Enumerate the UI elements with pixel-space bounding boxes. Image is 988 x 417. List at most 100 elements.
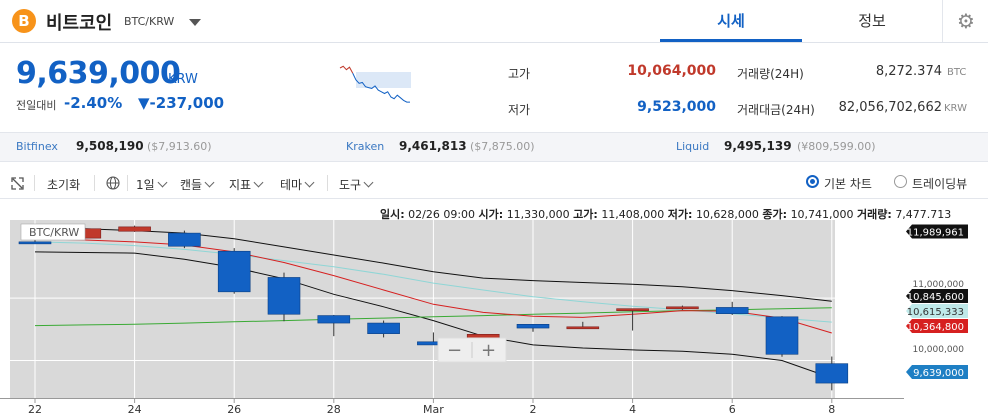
exchange-price-kraken: 9,461,813 — [399, 139, 467, 153]
mini-price-chart — [336, 62, 476, 118]
candle — [815, 356, 849, 391]
amount-unit: KRW — [944, 103, 967, 114]
candle-body — [267, 277, 301, 315]
chevron-down-icon — [204, 177, 215, 188]
chart-grid — [0, 220, 932, 398]
toolbar-separator — [127, 175, 128, 191]
exchange-name-kraken[interactable]: Kraken — [346, 140, 385, 153]
tradingview-radio[interactable] — [894, 175, 907, 188]
indicator-label: 지표 — [229, 178, 252, 192]
price-axis-label: 11,989,961 — [907, 228, 964, 239]
mini-chart-line — [352, 72, 410, 103]
tab-info[interactable]: 정보 — [858, 12, 886, 30]
x-tick-label: Mar — [423, 403, 444, 416]
chevron-down-icon — [253, 177, 264, 188]
chart-toolbar: 초기화 1일 캔들 지표 테마 도구 — [0, 168, 988, 199]
price-axis-background — [904, 220, 988, 417]
current-price: 9,639,000 — [16, 56, 181, 91]
tradingview-label[interactable]: 트레이딩뷰 — [912, 177, 968, 191]
bollinger-upper-line — [34, 225, 832, 302]
candle-body — [616, 308, 649, 311]
candle-dropdown[interactable]: 캔들 — [180, 176, 215, 193]
candle — [317, 314, 351, 337]
close-value: 10,741,000 — [790, 208, 854, 221]
header: B 비트코인 BTC/KRW 시세 정보 ⚙ — [0, 0, 988, 43]
mini-chart-line-start — [339, 65, 354, 74]
price-label-tag — [906, 319, 968, 333]
close-label: 종가: — [762, 208, 788, 221]
time-label: 일시: — [380, 208, 405, 221]
chart-title: BTC/KRW — [29, 226, 79, 239]
x-tick-label: 8 — [828, 403, 835, 416]
candle — [118, 225, 151, 232]
candle — [367, 320, 400, 338]
volume-value: 8,272.374 — [875, 64, 942, 79]
change-label: 전일대비 — [16, 99, 57, 112]
candle — [516, 324, 550, 332]
zoom-controls: − + — [437, 337, 507, 363]
chevron-down-icon — [157, 177, 168, 188]
toolbar-separator — [327, 175, 328, 191]
candle-body — [715, 307, 749, 314]
plot-highlight-area — [10, 220, 835, 398]
volume-unit: BTC — [947, 67, 967, 78]
interval-dropdown[interactable]: 1일 — [136, 176, 168, 193]
coin-name[interactable]: 비트코인 — [46, 13, 113, 34]
x-tick-label: 28 — [327, 403, 341, 416]
candle-body — [18, 241, 52, 245]
volume-label: 거래량(24H) — [737, 67, 804, 81]
basic-chart-radio[interactable] — [806, 175, 819, 188]
gear-icon[interactable]: ⚙ — [942, 0, 988, 42]
price-unit: KRW — [168, 72, 198, 87]
indicator-dropdown[interactable]: 지표 — [229, 176, 264, 193]
theme-label: 테마 — [280, 178, 303, 192]
candle-body — [666, 306, 699, 310]
ohlc-high-label: 고가: — [573, 208, 598, 221]
price-label-tag — [906, 365, 968, 379]
tab-price[interactable]: 시세 — [660, 0, 802, 42]
toolbar-separator — [94, 175, 95, 191]
exchange-ref-kraken: ($7,875.00) — [470, 140, 535, 153]
toolbar-separator — [34, 175, 35, 191]
candle-body — [217, 250, 251, 293]
candle — [765, 316, 799, 357]
x-axis-background — [0, 398, 904, 417]
ohlc-low-value: 10,628,000 — [695, 208, 759, 221]
zoom-in-button[interactable]: + — [481, 340, 496, 361]
tools-label: 도구 — [339, 178, 362, 192]
candlestick-chart[interactable]: BTC/KRW − + 22242628Mar246810 11,989,961… — [0, 220, 988, 417]
candle — [168, 230, 201, 249]
candle — [267, 272, 301, 322]
exchange-name-liquid[interactable]: Liquid — [676, 140, 710, 153]
open-value: 11,330,000 — [506, 208, 570, 221]
amount-value: 82,056,702,662 — [838, 100, 942, 115]
high-value: 10,064,000 — [627, 63, 716, 79]
time-value: 02/26 09:00 — [408, 208, 476, 221]
x-tick-label: 4 — [629, 403, 636, 416]
basic-chart-label[interactable]: 기본 차트 — [824, 177, 872, 191]
price-axis-label: 10,615,333 — [907, 307, 964, 318]
price-axis: 11,989,961 11,000,000 10,845,600 10,615,333… — [904, 220, 988, 417]
ohlc-volume-value: 7,477.713 — [895, 208, 952, 221]
tools-dropdown[interactable]: 도구 — [339, 176, 374, 193]
zoom-out-button[interactable]: − — [447, 340, 462, 361]
globe-icon[interactable] — [106, 176, 120, 190]
candle-body — [118, 226, 151, 232]
expand-icon[interactable] — [11, 177, 24, 190]
ohlc-high-value: 11,408,000 — [601, 208, 665, 221]
mini-chart-highlight — [356, 72, 411, 88]
candle-body — [566, 326, 600, 330]
price-label-tag — [906, 224, 968, 239]
reset-button[interactable]: 초기화 — [47, 178, 81, 192]
theme-dropdown[interactable]: 테마 — [280, 176, 315, 193]
candle-body — [367, 322, 400, 334]
low-value: 9,523,000 — [637, 99, 716, 115]
chevron-down-icon — [363, 177, 374, 188]
chevron-down-icon[interactable] — [189, 19, 201, 26]
exchange-name-bitfinex[interactable]: Bitfinex — [16, 140, 58, 153]
candle — [666, 305, 699, 310]
high-label: 고가 — [508, 67, 531, 81]
ohlc-low-label: 저가: — [667, 208, 693, 221]
x-tick-label: 6 — [729, 403, 736, 416]
change-rate: -2.40% — [64, 94, 123, 112]
